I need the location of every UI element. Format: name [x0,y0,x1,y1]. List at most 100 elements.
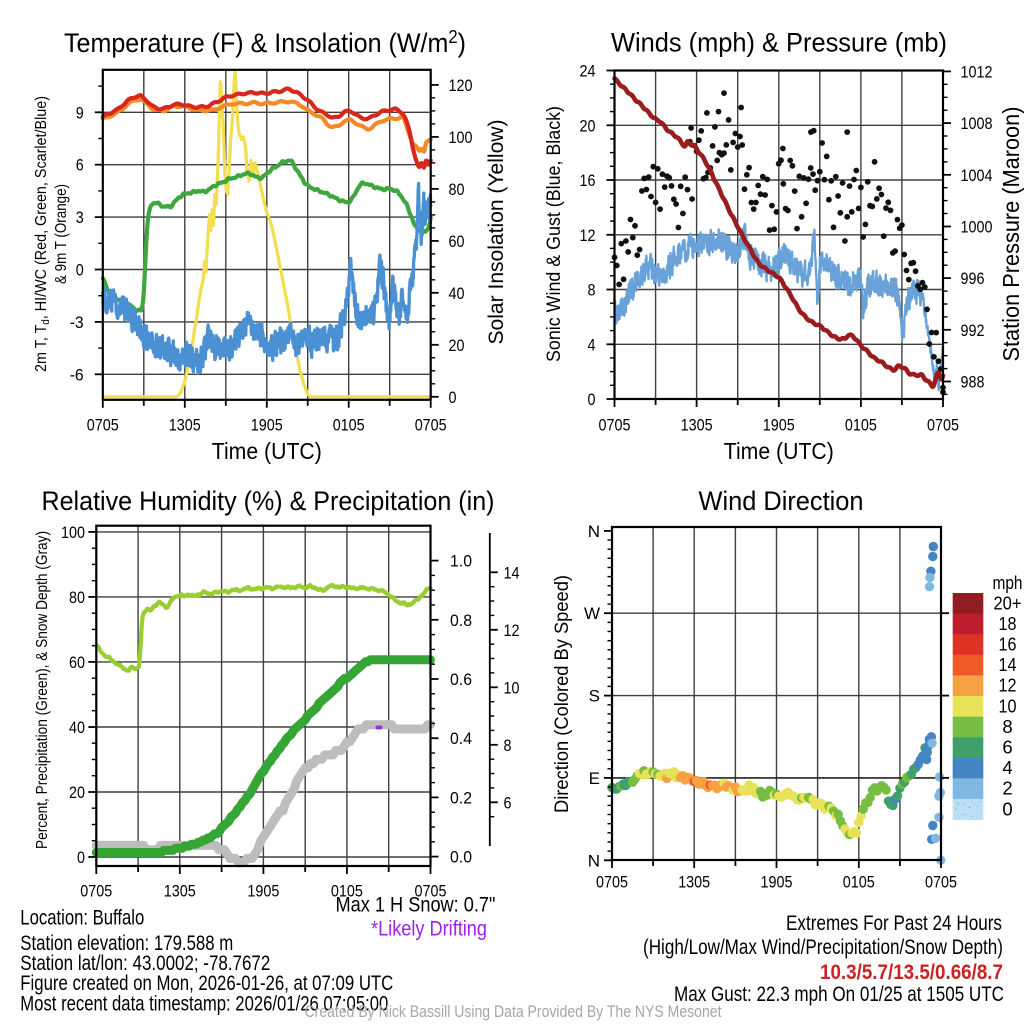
svg-text:60: 60 [449,232,465,251]
svg-text:1905: 1905 [247,882,279,901]
svg-text:Max Gust: 22.3 mph On 01/25 at: Max Gust: 22.3 mph On 01/25 at 1505 UTC [674,983,1004,1006]
svg-text:0705: 0705 [415,416,447,435]
svg-text:9: 9 [76,103,84,122]
svg-text:10: 10 [999,695,1017,716]
svg-text:1000: 1000 [961,218,993,237]
svg-text:W: W [584,604,600,623]
svg-text:120: 120 [449,76,473,95]
svg-text:3: 3 [76,208,84,227]
svg-text:Relative Humidity (%) & Precip: Relative Humidity (%) & Precipitation (i… [42,486,495,516]
svg-text:0705: 0705 [927,416,959,435]
svg-text:1012: 1012 [961,62,993,81]
svg-text:12: 12 [504,621,520,640]
svg-text:(High/Low/Max Wind/Precipitati: (High/Low/Max Wind/Precipitation/Snow De… [643,936,1003,959]
svg-text:20: 20 [580,116,596,135]
svg-text:10: 10 [504,678,520,697]
svg-text:0705: 0705 [596,873,628,892]
svg-text:24: 24 [580,62,596,81]
svg-text:Solar Insolation (Yellow): Solar Insolation (Yellow) [485,120,508,345]
svg-text:0705: 0705 [80,882,112,901]
svg-text:12: 12 [580,226,596,245]
svg-text:0105: 0105 [331,882,363,901]
svg-text:8: 8 [504,736,512,755]
svg-text:0.2: 0.2 [450,788,472,807]
svg-text:N: N [588,851,600,870]
svg-text:0: 0 [588,390,596,409]
svg-text:Direction (Colored By Speed): Direction (Colored By Speed) [552,575,573,813]
svg-text:100: 100 [449,128,473,147]
svg-text:0705: 0705 [599,416,631,435]
svg-text:16: 16 [580,171,596,190]
svg-text:4: 4 [1002,757,1012,778]
svg-text:6: 6 [504,793,512,812]
svg-text:1305: 1305 [678,873,710,892]
svg-text:0.6: 0.6 [450,670,472,689]
svg-text:0.8: 0.8 [450,611,472,630]
svg-text:20: 20 [449,336,465,355]
svg-text:40: 40 [69,718,85,737]
svg-text:40: 40 [449,284,465,303]
svg-text:-6: -6 [70,365,84,384]
svg-text:1305: 1305 [681,416,713,435]
svg-text:1305: 1305 [169,416,201,435]
svg-text:20: 20 [69,783,85,802]
svg-text:992: 992 [961,321,985,340]
svg-text:0: 0 [1002,798,1012,819]
svg-text:80: 80 [69,588,85,607]
svg-text:0: 0 [449,388,457,407]
svg-text:1.0: 1.0 [450,552,472,571]
svg-text:Sonic Wind & Gust (Blue, Black: Sonic Wind & Gust (Blue, Black) [544,106,565,362]
svg-text:Wind Direction: Wind Direction [699,486,864,516]
svg-text:8: 8 [1002,716,1012,737]
svg-text:0705: 0705 [925,873,957,892]
svg-text:Percent, Precipitation (Green): Percent, Precipitation (Green), & Snow D… [34,531,51,849]
svg-text:Created By Nick Bassill Using: Created By Nick Bassill Using Data Provi… [305,1003,722,1021]
svg-text:2: 2 [1002,778,1012,799]
svg-text:Figure created on Mon, 2026-01: Figure created on Mon, 2026-01-26, at 07… [20,972,393,995]
svg-text:18: 18 [999,613,1017,634]
svg-text:80: 80 [449,180,465,199]
svg-text:0.4: 0.4 [450,729,472,748]
svg-text:60: 60 [69,653,85,672]
svg-text:0: 0 [76,261,84,280]
svg-text:& 9m T (Orange): & 9m T (Orange) [53,184,70,284]
svg-text:Time (UTC): Time (UTC) [724,438,834,464]
svg-text:0: 0 [77,848,85,867]
svg-text:E: E [589,769,600,788]
svg-text:1905: 1905 [761,873,793,892]
svg-text:Max 1 H Snow: 0.7": Max 1 H Snow: 0.7" [336,894,496,917]
svg-text:4: 4 [588,335,596,354]
svg-text:Most recent data timestamp: 20: Most recent data timestamp: 2026/01/26 0… [20,992,388,1015]
svg-text:14: 14 [504,563,520,582]
svg-text:0705: 0705 [87,416,119,435]
svg-text:Winds (mph) & Pressure (mb): Winds (mph) & Pressure (mb) [611,28,947,58]
svg-text:Location: Buffalo: Location: Buffalo [20,907,144,930]
svg-text:996: 996 [961,269,985,288]
svg-text:1008: 1008 [961,114,993,133]
svg-text:mph: mph [993,572,1023,593]
svg-text:1905: 1905 [251,416,283,435]
svg-text:1305: 1305 [164,882,196,901]
svg-text:10.3/5.7/13.5/0.66/8.7: 10.3/5.7/13.5/0.66/8.7 [820,961,1003,984]
svg-text:20+: 20+ [994,592,1022,613]
svg-text:-3: -3 [70,313,84,332]
svg-text:*Likely Drifting: *Likely Drifting [371,918,487,941]
svg-text:0705: 0705 [415,882,447,901]
svg-text:16: 16 [999,634,1017,655]
svg-text:0105: 0105 [845,416,877,435]
svg-text:8: 8 [588,281,596,300]
svg-text:Temperature (F) & Insolation (: Temperature (F) & Insolation (W/m2) [64,27,466,58]
svg-text:0105: 0105 [843,873,875,892]
svg-text:Station Pressure (Maroon): Station Pressure (Maroon) [998,107,1024,362]
svg-text:Extremes For Past 24 Hours: Extremes For Past 24 Hours [786,912,1002,935]
svg-text:6: 6 [1002,737,1012,758]
svg-text:Station lat/lon: 43.0002; -78.: Station lat/lon: 43.0002; -78.7672 [20,952,270,975]
svg-text:N: N [588,522,600,541]
svg-text:0105: 0105 [333,416,365,435]
svg-text:100: 100 [61,523,85,542]
svg-text:1905: 1905 [763,416,795,435]
svg-text:12: 12 [999,675,1017,696]
svg-text:0.0: 0.0 [450,848,472,867]
svg-text:1004: 1004 [961,166,993,185]
svg-text:S: S [589,687,600,706]
